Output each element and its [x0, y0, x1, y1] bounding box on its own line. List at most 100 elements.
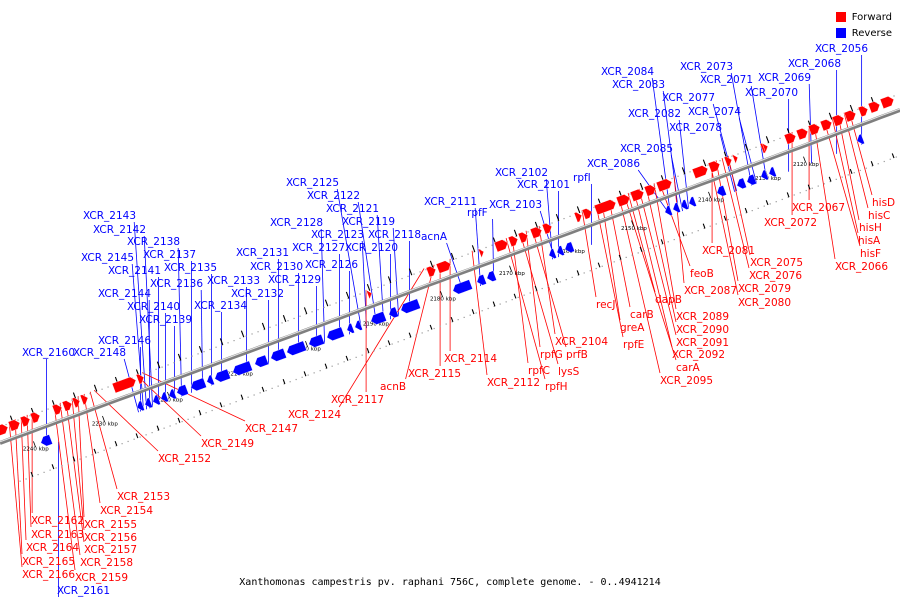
guide-dot	[859, 169, 861, 172]
guide-dot	[17, 419, 19, 421]
leader-line	[823, 120, 861, 247]
leader-line	[59, 402, 81, 556]
guide-dot	[121, 443, 123, 445]
forward-gene	[723, 156, 733, 167]
leader-line	[651, 77, 672, 216]
forward-gene	[707, 160, 721, 173]
guide-dot	[41, 410, 43, 412]
guide-dot	[313, 372, 315, 374]
guide-dot	[373, 350, 375, 352]
reverse-gene	[270, 348, 287, 362]
leader-line	[750, 85, 768, 180]
reverse-gene	[308, 334, 325, 348]
guide-dot	[145, 434, 147, 436]
guide-dot	[743, 151, 745, 153]
legend-forward-label: Forward	[851, 11, 892, 23]
phase-mark	[786, 192, 790, 198]
forward-gene	[529, 226, 543, 239]
forward-gene	[493, 239, 509, 253]
gene-label: XCR_2144	[98, 288, 151, 300]
gene-label: XCR_2118	[368, 229, 421, 241]
phase-mark	[72, 456, 76, 462]
guide-dot	[71, 399, 73, 401]
gene-label: XCR_2163	[31, 529, 84, 541]
guide-dot	[691, 232, 693, 234]
guide-dot	[217, 407, 219, 409]
gene-label: XCR_2160	[22, 347, 75, 359]
guide-dot	[565, 279, 567, 281]
guide-dot	[97, 451, 99, 454]
phase-mark	[345, 355, 349, 361]
reverse-gene	[452, 279, 473, 295]
guide-dot	[139, 436, 141, 438]
guide-dot	[127, 440, 129, 443]
forward-gene	[477, 248, 485, 259]
guide-dot	[235, 401, 237, 403]
legend: Forward Reverse	[835, 9, 892, 41]
gene-label: greA	[620, 322, 645, 334]
phase-mark	[639, 182, 644, 190]
phase-mark	[471, 245, 476, 253]
scale-tick	[708, 191, 711, 198]
guide-dot	[361, 354, 363, 356]
gene-label: XCR_2084	[601, 66, 654, 78]
phase-mark	[492, 301, 496, 307]
gene-label: hisD	[872, 197, 895, 209]
guide-dot	[689, 171, 691, 173]
gene-label: rpfF	[467, 207, 488, 219]
forward-gene	[761, 142, 769, 154]
guide-dot	[703, 227, 705, 230]
gene-label: rpfI	[573, 172, 591, 184]
guide-dot	[667, 241, 669, 243]
guide-dot	[541, 287, 543, 290]
gene-label: XCR_2128	[270, 217, 323, 229]
gene-label: XCR_2070	[745, 87, 798, 99]
guide-dot	[349, 358, 351, 361]
guide-dot	[563, 217, 565, 220]
gene-label: XCR_2130	[250, 261, 303, 273]
guide-dot	[763, 205, 765, 207]
guide-dot	[79, 458, 81, 460]
guide-dot	[109, 447, 111, 449]
guide-dot	[581, 211, 583, 213]
scale-tick-label: 2230 kbp	[92, 421, 118, 427]
guide-dot	[323, 306, 325, 308]
phase-mark	[429, 324, 433, 330]
guide-dot	[877, 163, 879, 165]
forward-gene	[629, 188, 645, 202]
leader-line	[670, 154, 684, 212]
guide-dot	[757, 207, 759, 209]
leader-line	[65, 400, 85, 543]
phase-mark	[828, 176, 832, 182]
guide-dot	[199, 414, 201, 416]
guide-dot	[143, 373, 145, 375]
leader-line	[71, 398, 85, 531]
gene-label: XCR_2067	[792, 202, 845, 214]
guide-dot	[739, 214, 741, 216]
gene-label: XCR_2141	[108, 265, 161, 277]
gene-label: XCR_2146	[98, 335, 151, 347]
phase-mark	[534, 285, 538, 291]
forward-gene	[29, 412, 41, 424]
backbone-highlight	[0, 108, 900, 443]
guide-dot	[419, 271, 421, 273]
leader-line	[471, 250, 488, 376]
gene-label: XCR_2147	[245, 423, 298, 435]
forward-gene	[879, 96, 895, 109]
guide-dot	[245, 335, 247, 337]
gene-label: XCR_2162	[31, 515, 84, 527]
guide-dot	[481, 310, 483, 312]
guide-dot	[781, 198, 783, 201]
guide-dot	[619, 259, 621, 261]
leader-line	[633, 190, 673, 348]
gene-label: XCR_2125	[286, 177, 339, 189]
guide-dot	[205, 412, 207, 414]
leader-line	[519, 232, 559, 365]
gene-label: XCR_2082	[628, 108, 681, 120]
reverse-gene	[716, 185, 727, 197]
reverse-gene	[664, 205, 673, 216]
guide-dot	[661, 243, 663, 245]
leader-line	[831, 117, 859, 234]
leader-line	[595, 204, 624, 338]
guide-dot	[613, 261, 615, 263]
